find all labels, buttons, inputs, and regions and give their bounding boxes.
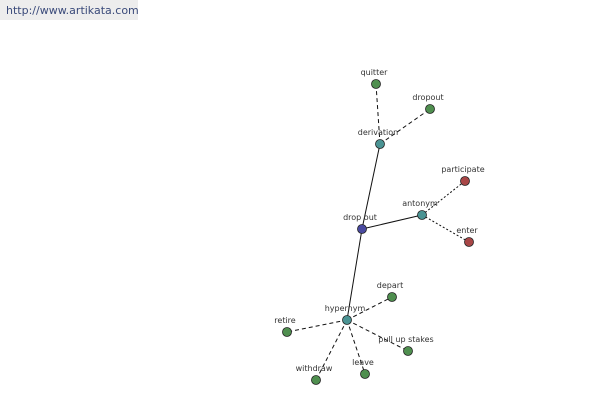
node-label: participate (441, 165, 484, 174)
node (460, 176, 470, 186)
node (311, 375, 321, 385)
node-label: depart (377, 281, 403, 290)
node (360, 369, 370, 379)
edge (286, 319, 348, 333)
edge (421, 214, 470, 243)
node-label: derivation (358, 128, 398, 137)
node (357, 224, 367, 234)
edge (421, 180, 466, 216)
node (387, 292, 397, 302)
node-label: quitter (361, 68, 389, 77)
site-url[interactable]: http://www.artikata.com (0, 0, 139, 20)
node-label: hypernym (325, 304, 366, 313)
node-label: leave (352, 358, 374, 367)
node (371, 79, 381, 89)
node-label: pull up stakes (378, 335, 433, 344)
edge (379, 108, 431, 145)
edge (375, 83, 381, 145)
edge (346, 319, 366, 375)
node-label: enter (456, 226, 478, 235)
edge (361, 143, 381, 230)
node (417, 210, 427, 220)
edge (315, 319, 348, 381)
node (425, 104, 435, 114)
edge (346, 296, 393, 321)
edge (361, 214, 423, 230)
node (342, 315, 352, 325)
edge (346, 319, 409, 352)
node-label: dropout (412, 93, 443, 102)
node-label: withdraw (296, 364, 333, 373)
node-label: antonym (402, 199, 438, 208)
node (375, 139, 385, 149)
edge (346, 228, 363, 321)
node (464, 237, 474, 247)
node-label: retire (274, 316, 296, 325)
node (403, 346, 413, 356)
node (282, 327, 292, 337)
node-label: drop out (343, 213, 377, 222)
